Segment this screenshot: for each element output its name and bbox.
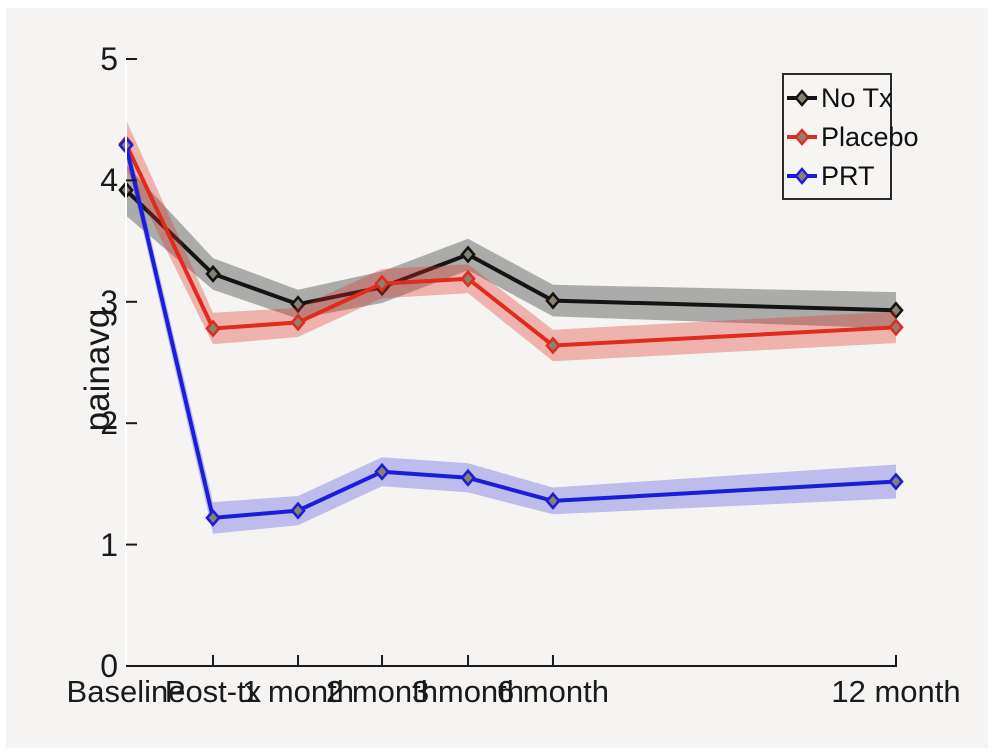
marker-no-tx-4	[460, 245, 476, 264]
legend-entry-no-tx: No Tx	[786, 83, 893, 113]
marker-prt-1	[205, 508, 221, 527]
x-tick-label-post-tx: Post-tx	[164, 674, 262, 709]
x-tick-label-baseline: Baseline	[66, 674, 186, 709]
legend-label: No Tx	[821, 82, 893, 113]
legend-label: Placebo	[821, 121, 919, 152]
y-tick-label-4: 4	[100, 162, 118, 199]
marker-placebo-2	[290, 313, 306, 332]
x-tick-label-6-month: 6 month	[496, 674, 609, 709]
marker-prt-3	[374, 462, 390, 481]
marker-no-tx-6	[888, 301, 904, 320]
marker-no-tx-1	[205, 264, 221, 283]
marker-no-tx-5	[545, 291, 561, 310]
legend-marker-icon	[787, 88, 817, 107]
legend-label: PRT	[821, 160, 875, 191]
x-tick-label-2-month: 2 month	[326, 674, 439, 709]
y-tick-label-5: 5	[100, 41, 118, 77]
legend-entry-placebo: Placebo	[786, 122, 919, 152]
marker-placebo-4	[460, 269, 476, 288]
marker-prt-4	[460, 468, 476, 487]
x-tick-label-12-month: 12 month	[831, 674, 961, 709]
marker-placebo-5	[545, 336, 561, 355]
marker-placebo-1	[205, 319, 221, 338]
band-prt	[126, 133, 896, 534]
band-placebo	[126, 119, 896, 362]
legend-marker-icon	[787, 166, 817, 185]
marker-placebo-6	[888, 318, 904, 337]
marker-no-tx-2	[290, 295, 306, 314]
marker-placebo-3	[374, 274, 390, 293]
y-tick-label-3: 3	[100, 283, 118, 320]
chart-legend: No Tx Placebo PRT	[782, 73, 919, 200]
legend-entry-prt: PRT	[786, 161, 888, 191]
marker-prt-6	[888, 472, 904, 491]
marker-prt-2	[290, 501, 306, 520]
marker-prt-5	[545, 491, 561, 510]
y-tick-label-1: 1	[100, 526, 118, 563]
y-tick-label-2: 2	[100, 405, 118, 442]
x-tick-label-3-month: 3 month	[412, 674, 525, 709]
y-tick-label-0: 0	[100, 648, 118, 684]
x-tick-label-1-month: 1 month	[242, 674, 355, 709]
band-no-tx	[126, 164, 896, 329]
legend-marker-icon	[787, 127, 817, 146]
